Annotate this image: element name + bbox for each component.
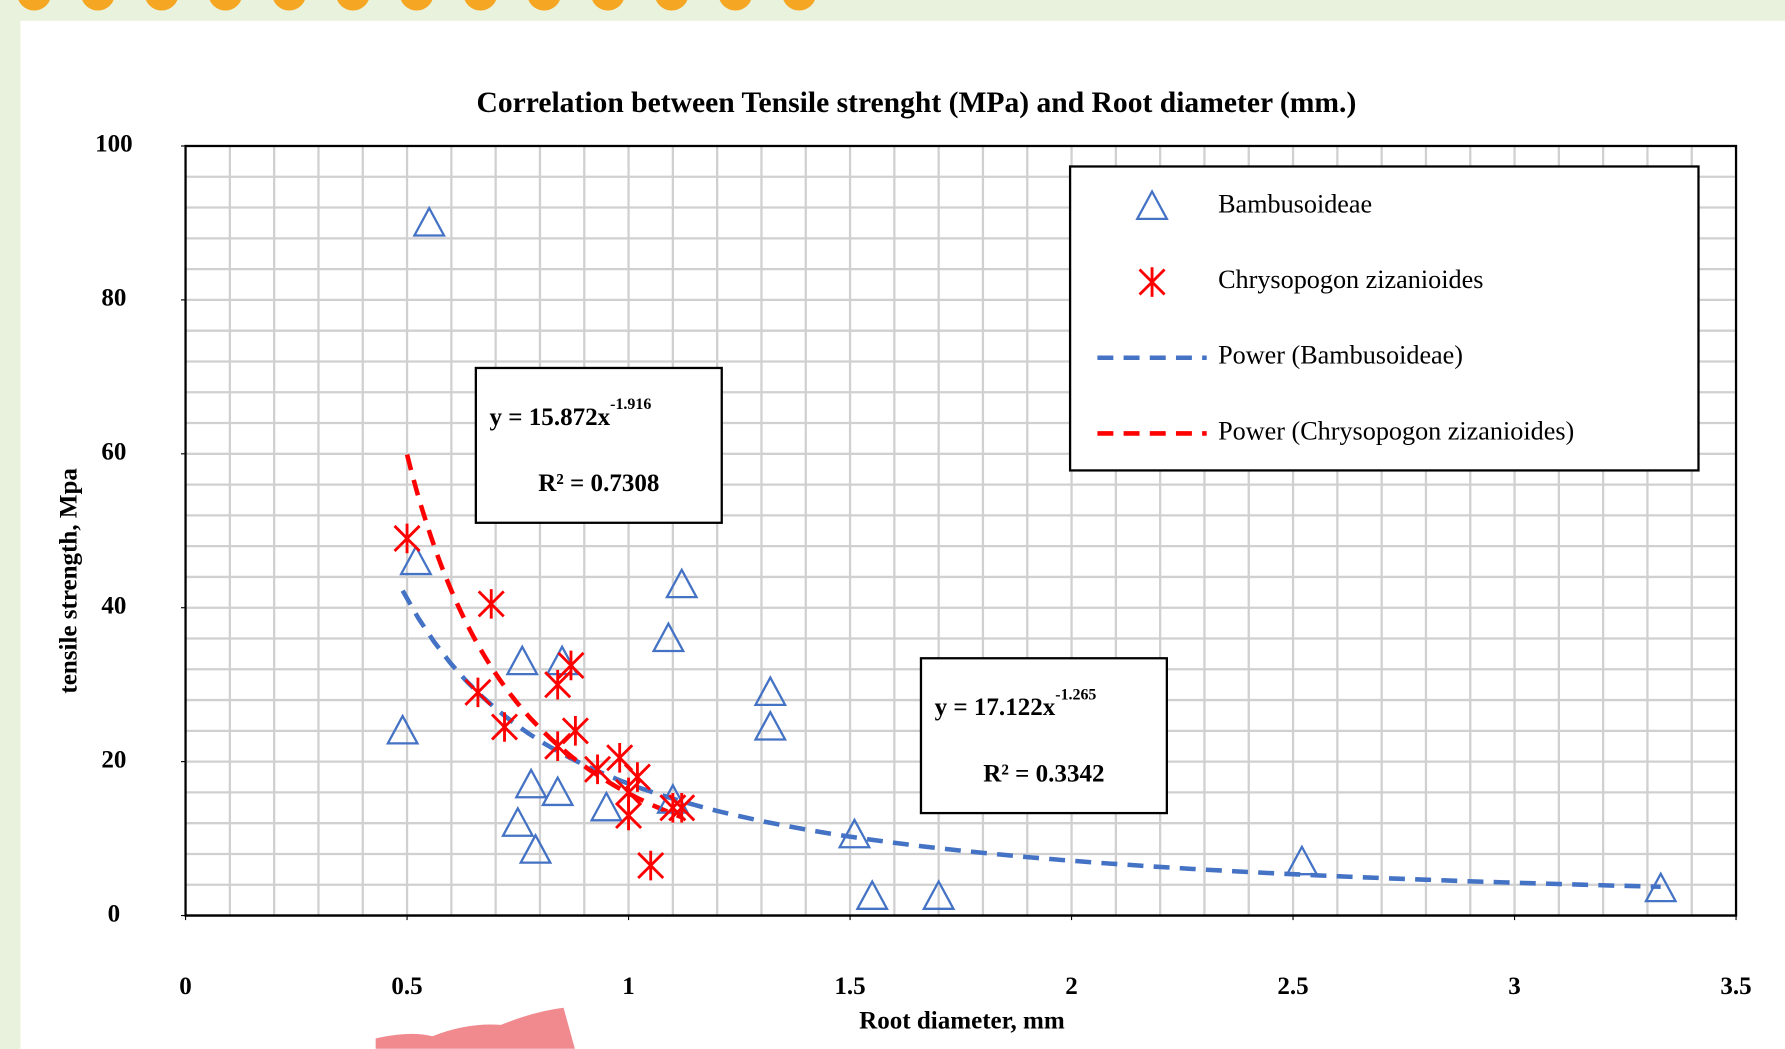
decor-shape: [375, 1007, 575, 1049]
chart-title: Correlation between Tensile strenght (MP…: [476, 87, 1356, 119]
y-tick-label: 40: [101, 592, 126, 619]
asterisk-marker: [393, 523, 421, 554]
y-tick-label: 80: [101, 285, 126, 312]
x-tick-label: 2.5: [1277, 973, 1308, 1000]
legend-label: Bambusoideae: [1218, 189, 1372, 218]
x-tick-label: 0.5: [391, 973, 422, 1000]
asterisk-marker: [668, 793, 696, 823]
legend-marker: [1138, 267, 1166, 297]
legend-label: Chrysopogon zizanioides: [1218, 265, 1483, 294]
x-tick-label: 3: [1508, 973, 1521, 1000]
y-tick-label: 100: [95, 131, 133, 158]
x-tick-label: 3.5: [1720, 973, 1751, 1000]
triangle-marker: [753, 675, 788, 707]
triangle-marker: [651, 621, 686, 653]
equation: y = 17.122x: [935, 694, 1056, 721]
triangle-marker: [385, 713, 420, 745]
asterisk-marker: [477, 589, 505, 619]
x-tick-label: 0: [179, 973, 192, 1000]
asterisk-marker: [490, 712, 519, 742]
triangle-marker: [753, 709, 788, 741]
y-axis-label: tensile strength, Mpa: [55, 468, 82, 694]
triangle-marker: [501, 806, 535, 837]
asterisk-marker: [637, 850, 665, 881]
equation-exponent: -1.265: [1055, 686, 1096, 703]
equation-box: [919, 657, 1168, 815]
legend-marker: [1135, 189, 1169, 220]
x-tick-label: 1.5: [834, 973, 865, 1000]
asterisk-marker: [544, 669, 572, 700]
triangle-marker: [518, 832, 553, 864]
y-tick-label: 60: [101, 439, 126, 466]
y-tick-label: 0: [108, 900, 121, 927]
legend-label: Power (Chrysopogon zizanioides): [1218, 416, 1574, 445]
triangle-marker: [399, 544, 433, 576]
equation-exponent: -1.916: [610, 396, 651, 413]
legend-box: [1068, 165, 1700, 472]
triangle-marker: [412, 205, 446, 237]
decor-dots: [18, 0, 815, 11]
asterisk-marker: [544, 731, 572, 762]
triangle-marker: [665, 567, 699, 599]
asterisk-marker: [557, 650, 585, 681]
triangle-marker: [505, 644, 539, 676]
asterisk-marker: [584, 754, 612, 785]
legend-label: Power (Bambusoideae): [1218, 341, 1463, 370]
r-squared: R² = 0.7308: [538, 470, 659, 497]
plot: [385, 205, 1678, 910]
triangle-marker: [540, 775, 575, 807]
y-tick-label: 20: [101, 746, 126, 773]
triangle-marker: [837, 817, 872, 849]
triangle-marker: [514, 767, 548, 799]
r-squared: R² = 0.3342: [983, 760, 1104, 787]
trend-line: [400, 589, 1661, 890]
triangle-marker: [1285, 844, 1319, 876]
x-tick-label: 2: [1065, 973, 1078, 1000]
asterisk-marker: [561, 716, 589, 746]
equation: y = 15.872x: [490, 404, 611, 431]
x-axis-label: Root diameter, mm: [859, 1007, 1065, 1034]
asterisk-marker: [464, 677, 492, 708]
triangle-marker: [1644, 871, 1678, 903]
x-tick-label: 1: [622, 973, 635, 1000]
triangle-marker: [855, 879, 889, 910]
equation-box: [474, 366, 723, 524]
triangle-marker: [589, 790, 624, 822]
trend-line: [404, 454, 683, 820]
asterisk-marker: [623, 762, 651, 792]
triangle-marker: [921, 879, 956, 910]
